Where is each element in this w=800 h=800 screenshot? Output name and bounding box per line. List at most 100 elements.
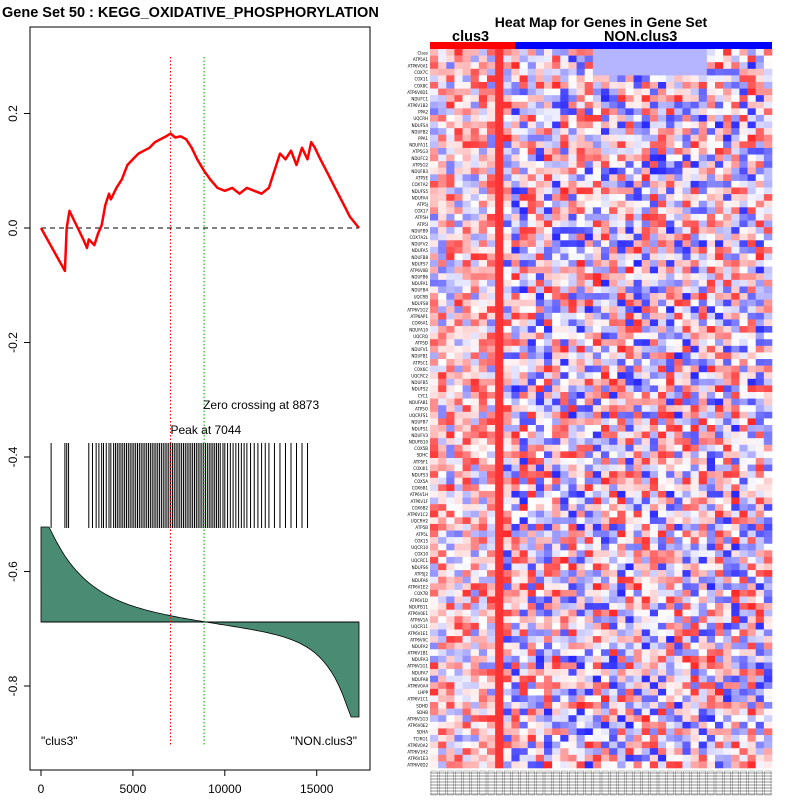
heatmap-cell bbox=[544, 411, 553, 419]
heatmap-cell bbox=[658, 194, 667, 202]
heatmap-cell bbox=[731, 523, 740, 531]
heatmap-cell bbox=[617, 405, 626, 413]
heatmap-cell bbox=[674, 609, 683, 617]
heatmap-cell bbox=[674, 385, 683, 393]
heatmap-cell bbox=[462, 715, 472, 723]
heatmap-cell bbox=[430, 708, 439, 716]
heatmap-cell bbox=[698, 154, 708, 162]
heatmap-cell bbox=[682, 649, 691, 657]
heatmap-cell bbox=[430, 702, 439, 709]
heatmap-cell bbox=[658, 616, 667, 624]
heatmap-cell bbox=[617, 537, 626, 545]
heatmap-cell bbox=[690, 669, 700, 676]
heatmap-cell bbox=[601, 510, 610, 518]
heatmap-cell bbox=[535, 504, 545, 512]
heatmap-cell bbox=[739, 365, 748, 373]
heatmap-cell bbox=[747, 550, 757, 558]
heatmap-cell bbox=[633, 741, 643, 749]
heatmap-gene-label: ATP6V1B1 bbox=[408, 651, 429, 656]
heatmap-cell bbox=[430, 326, 439, 333]
heatmap-cell bbox=[576, 134, 586, 142]
heatmap-cell bbox=[633, 662, 643, 670]
heatmap-cell bbox=[544, 471, 553, 479]
heatmap-cell bbox=[584, 279, 594, 287]
heatmap-cell bbox=[446, 642, 455, 650]
heatmap-cell bbox=[454, 372, 463, 380]
heatmap-cell bbox=[535, 761, 545, 769]
heatmap-cell bbox=[666, 95, 675, 103]
heatmap-cell bbox=[519, 240, 529, 248]
heatmap-cell bbox=[495, 359, 504, 366]
heatmap-cell bbox=[601, 477, 610, 485]
heatmap-cell bbox=[625, 398, 634, 406]
heatmap-cell bbox=[503, 392, 512, 399]
heatmap-cell bbox=[495, 556, 504, 564]
heatmap-cell bbox=[690, 517, 700, 525]
heatmap-cell bbox=[706, 563, 716, 571]
heatmap-cell bbox=[690, 326, 700, 333]
heatmap-cell bbox=[674, 352, 683, 360]
heatmap-cell bbox=[690, 616, 700, 624]
heatmap-cell bbox=[633, 220, 643, 228]
heatmap-cell bbox=[641, 662, 651, 670]
heatmap-cell bbox=[576, 754, 586, 762]
heatmap-cell bbox=[731, 293, 740, 300]
heatmap-cell bbox=[706, 345, 716, 353]
heatmap-cell bbox=[633, 642, 643, 650]
heatmap-cell bbox=[747, 504, 757, 512]
heatmap-cell bbox=[755, 398, 765, 406]
heatmap-cell bbox=[641, 187, 651, 195]
heatmap-cell bbox=[535, 279, 545, 287]
heatmap-cell bbox=[658, 517, 667, 525]
heatmap-cell bbox=[706, 570, 716, 578]
x-axis: 0 5000 10000 15000 bbox=[38, 769, 334, 796]
heatmap-cell bbox=[430, 484, 439, 492]
heatmap-cell bbox=[649, 345, 659, 353]
heatmap-gene-label: ATP5C1 bbox=[413, 360, 429, 365]
heatmap-cell bbox=[568, 629, 577, 637]
heatmap-gene-label: NDUFA10 bbox=[409, 327, 428, 332]
heatmap-cell bbox=[633, 477, 643, 485]
heatmap-cell bbox=[487, 392, 496, 399]
heatmap-cell bbox=[552, 570, 561, 578]
heatmap-cell bbox=[739, 708, 748, 716]
heatmap-cell bbox=[470, 108, 480, 116]
heatmap-cell bbox=[560, 457, 569, 465]
heatmap-cell bbox=[511, 669, 520, 676]
heatmap-cell bbox=[649, 517, 659, 525]
heatmap-cell bbox=[495, 715, 504, 723]
heatmap-cell bbox=[454, 424, 463, 432]
heatmap-cell bbox=[446, 715, 455, 723]
heatmap-cell bbox=[641, 81, 651, 89]
heatmap-cell bbox=[487, 517, 496, 525]
heatmap-cell bbox=[552, 629, 561, 637]
heatmap-cell bbox=[560, 227, 569, 234]
heatmap-cell bbox=[674, 471, 683, 479]
heatmap-cell bbox=[682, 444, 691, 452]
heatmap-cell bbox=[739, 266, 748, 274]
heatmap-cell bbox=[633, 62, 643, 70]
heatmap-gene-label: ATP5A1 bbox=[413, 57, 429, 62]
heatmap-cell bbox=[462, 134, 472, 142]
heatmap-cell bbox=[617, 385, 626, 393]
heatmap-cell bbox=[715, 510, 724, 518]
heatmap-cell bbox=[601, 424, 610, 432]
heatmap-cell bbox=[755, 682, 765, 690]
heatmap-cell bbox=[454, 128, 463, 136]
heatmap-cell bbox=[527, 471, 537, 479]
heatmap-cell bbox=[601, 154, 610, 162]
heatmap-cell bbox=[674, 629, 683, 637]
heatmap-cell bbox=[544, 424, 553, 432]
heatmap-cell bbox=[478, 62, 488, 70]
heatmap-cell bbox=[649, 240, 659, 248]
heatmap-cell bbox=[592, 510, 602, 518]
heatmap-cell bbox=[487, 715, 496, 723]
heatmap-cell bbox=[731, 636, 740, 643]
heatmap-cell bbox=[658, 576, 667, 584]
heatmap-cell bbox=[552, 378, 561, 386]
heatmap-gene-label: ATP6V1E2 bbox=[408, 585, 429, 590]
heatmap-cell bbox=[544, 405, 553, 413]
heatmap-cell bbox=[690, 570, 700, 578]
heatmap-cell bbox=[495, 326, 504, 333]
heatmap-cell bbox=[674, 570, 683, 578]
